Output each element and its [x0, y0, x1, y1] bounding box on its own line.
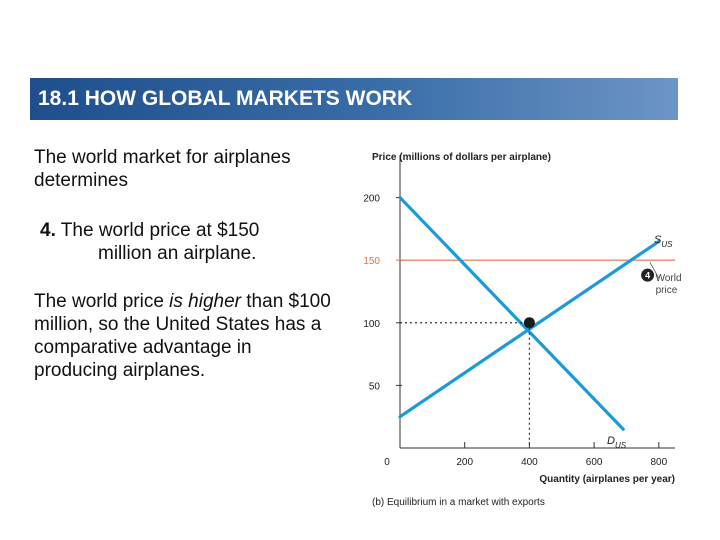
y-tick-label: 150	[363, 256, 380, 267]
supply-label: SUS	[654, 234, 673, 249]
intro-text: The world market for airplanes determine…	[34, 147, 291, 191]
conclusion-part-2: than $100 million, so the United States …	[34, 291, 331, 381]
point-line-1: The world price at $150	[55, 220, 260, 241]
annotation-text-line-2: price	[656, 285, 678, 296]
x-tick-label: 800	[650, 457, 667, 468]
conclusion-emphasis: is higher	[169, 291, 241, 312]
demand-curve	[398, 195, 625, 431]
point-number: 4.	[40, 220, 56, 241]
y-tick-label: 50	[369, 381, 381, 392]
chart-caption: (b) Equilibrium in a market with exports	[372, 497, 545, 508]
supply-label-subscript: US	[661, 240, 673, 249]
title-bar: 18.1 HOW GLOBAL MARKETS WORK	[30, 78, 678, 120]
y-axis-label: Price (millions of dollars per airplane)	[372, 152, 551, 163]
intro-paragraph: The world market for airplanes determine…	[34, 146, 334, 192]
conclusion-paragraph: The world price is higher than $100 mill…	[34, 290, 334, 382]
y-tick-label: 100	[363, 319, 380, 330]
x-axis-label: Quantity (airplanes per year)	[539, 474, 675, 485]
annotation-number: 4	[645, 271, 650, 281]
page-title: 18.1 HOW GLOBAL MARKETS WORK	[38, 87, 413, 110]
x-tick-label: 600	[586, 457, 603, 468]
x-tick-label: 200	[456, 457, 473, 468]
point-line-2: million an airplane.	[98, 243, 257, 264]
numbered-point: 4. The world price at $150 million an ai…	[40, 219, 340, 265]
equilibrium-point	[523, 317, 535, 329]
x-tick-label: 0	[384, 457, 390, 468]
demand-label: DUS	[607, 435, 627, 450]
supply-label-letter: S	[654, 234, 662, 246]
demand-label-letter: D	[607, 435, 615, 447]
y-tick-label: 200	[363, 194, 380, 205]
x-tick-label: 400	[521, 457, 538, 468]
demand-label-subscript: US	[615, 441, 627, 450]
annotation-leader	[649, 261, 660, 279]
annotation-badge	[641, 268, 655, 282]
annotation-text-line-1: World	[656, 273, 682, 284]
conclusion-part-1: The world price	[34, 291, 170, 312]
equilibrium-chart: 0 200 400 600 800 50 100 150 200 Price (million…	[363, 152, 682, 508]
